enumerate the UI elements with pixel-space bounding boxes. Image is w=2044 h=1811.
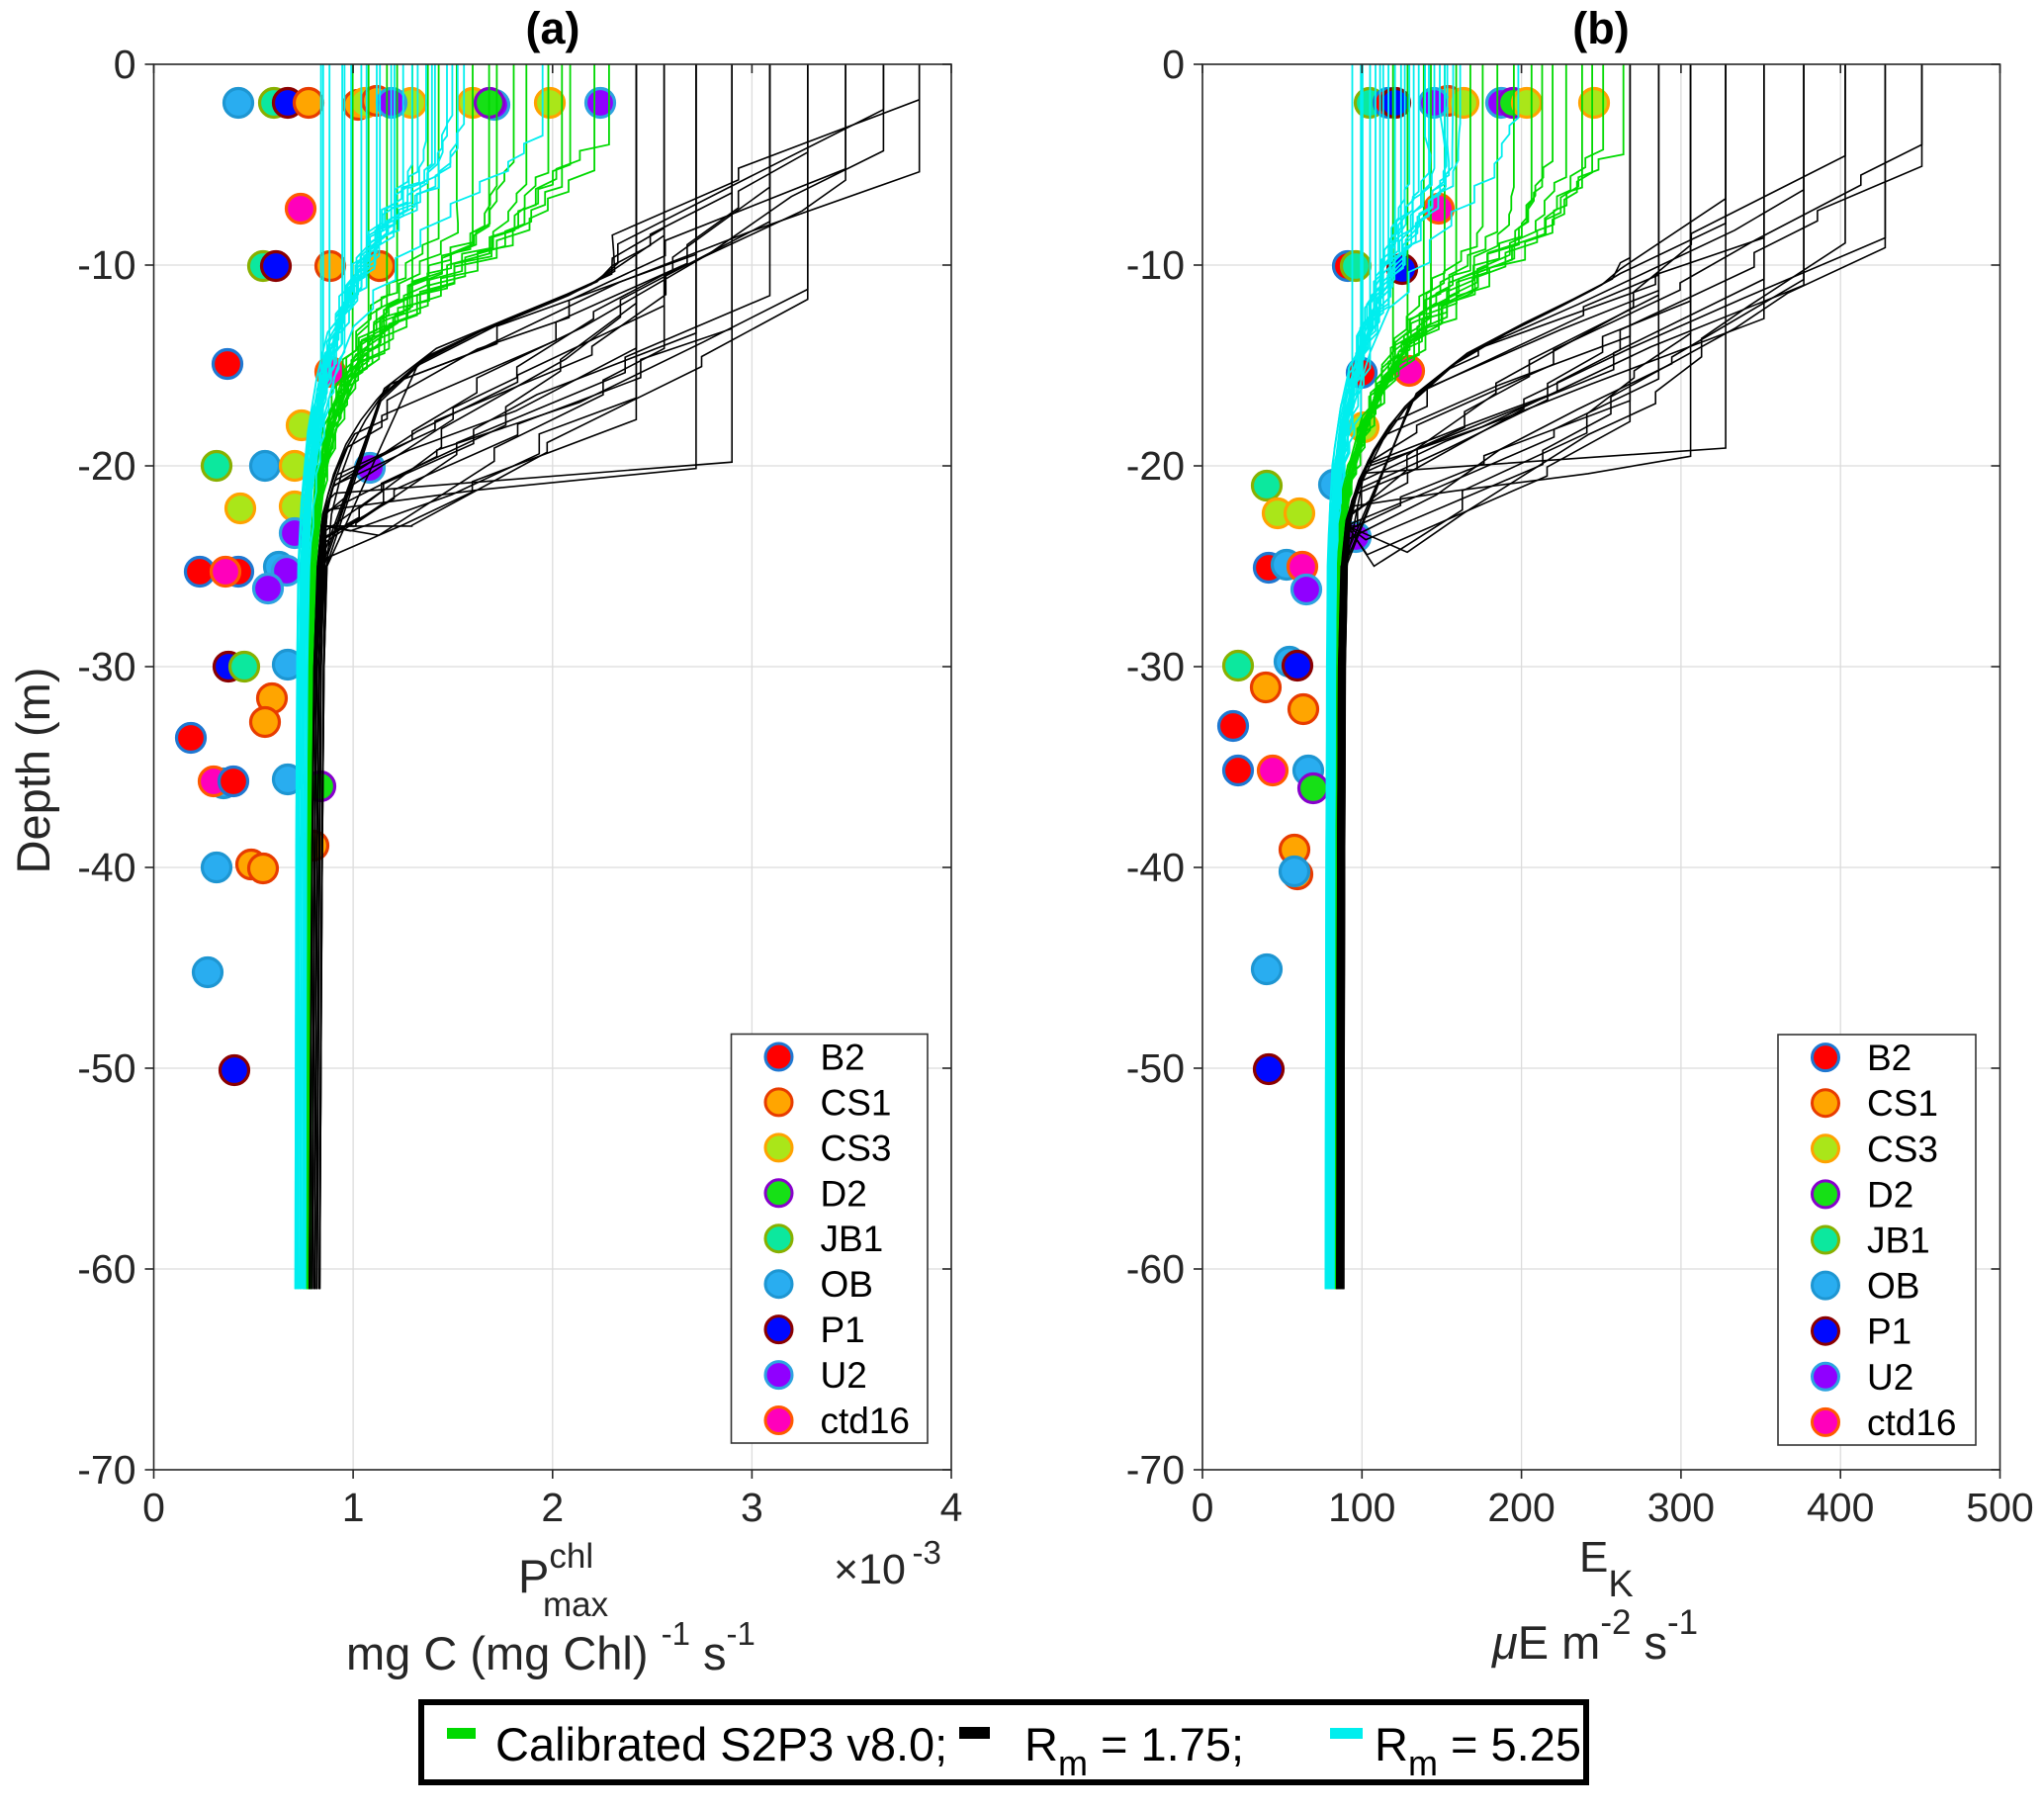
- svg-text:-10: -10: [1126, 242, 1185, 288]
- svg-text:0: 0: [142, 1485, 165, 1530]
- svg-text:-70: -70: [1126, 1447, 1185, 1493]
- svg-text:(a): (a): [526, 3, 580, 53]
- svg-text:ctd16: ctd16: [1867, 1403, 1957, 1443]
- svg-text:-30: -30: [77, 644, 135, 689]
- svg-text:OB: OB: [821, 1264, 873, 1305]
- svg-text:4: 4: [940, 1485, 963, 1530]
- svg-text:P1: P1: [1867, 1312, 1911, 1352]
- svg-text:U2: U2: [1867, 1357, 1913, 1398]
- svg-text:CS1: CS1: [821, 1082, 892, 1123]
- svg-text:CS3: CS3: [821, 1128, 892, 1168]
- svg-text:200: 200: [1487, 1485, 1555, 1530]
- svg-text:0: 0: [1192, 1485, 1214, 1530]
- svg-text:1: 1: [342, 1485, 365, 1530]
- svg-text:max: max: [543, 1585, 609, 1624]
- svg-text:-40: -40: [77, 845, 135, 890]
- svg-text:P1: P1: [821, 1310, 865, 1350]
- svg-text:-70: -70: [77, 1447, 135, 1493]
- svg-text:-60: -60: [77, 1246, 135, 1292]
- svg-text:3: 3: [741, 1485, 763, 1530]
- svg-text:-50: -50: [1126, 1045, 1185, 1091]
- svg-text:300: 300: [1647, 1485, 1715, 1530]
- svg-text:D2: D2: [821, 1173, 867, 1214]
- svg-text:100: 100: [1328, 1485, 1395, 1530]
- svg-text:(b): (b): [1572, 3, 1629, 53]
- svg-text:-10: -10: [77, 242, 135, 288]
- svg-text:-40: -40: [1126, 845, 1185, 890]
- svg-text:JB1: JB1: [1867, 1221, 1930, 1261]
- svg-text:-20: -20: [77, 443, 135, 489]
- svg-text:500: 500: [1966, 1485, 2033, 1530]
- svg-text:Calibrated S2P3 v8.0;: Calibrated S2P3 v8.0;: [495, 1718, 947, 1770]
- svg-text:JB1: JB1: [821, 1219, 884, 1259]
- svg-text:2: 2: [541, 1485, 564, 1530]
- svg-text:CS1: CS1: [1867, 1083, 1938, 1124]
- svg-text:0: 0: [1162, 42, 1185, 87]
- svg-text:-60: -60: [1126, 1246, 1185, 1292]
- svg-text:-50: -50: [77, 1045, 135, 1091]
- svg-text:OB: OB: [1867, 1266, 1919, 1307]
- svg-text:-30: -30: [1126, 644, 1185, 689]
- svg-text:0: 0: [114, 42, 136, 87]
- svg-text:CS3: CS3: [1867, 1129, 1938, 1169]
- svg-text:B2: B2: [821, 1038, 865, 1078]
- svg-text:U2: U2: [821, 1355, 867, 1396]
- svg-text:ctd16: ctd16: [821, 1401, 911, 1441]
- svg-text:-20: -20: [1126, 443, 1185, 489]
- svg-text:B2: B2: [1867, 1038, 1911, 1078]
- svg-text:400: 400: [1807, 1485, 1874, 1530]
- svg-text:Depth (m): Depth (m): [7, 668, 59, 874]
- svg-text:D2: D2: [1867, 1174, 1913, 1215]
